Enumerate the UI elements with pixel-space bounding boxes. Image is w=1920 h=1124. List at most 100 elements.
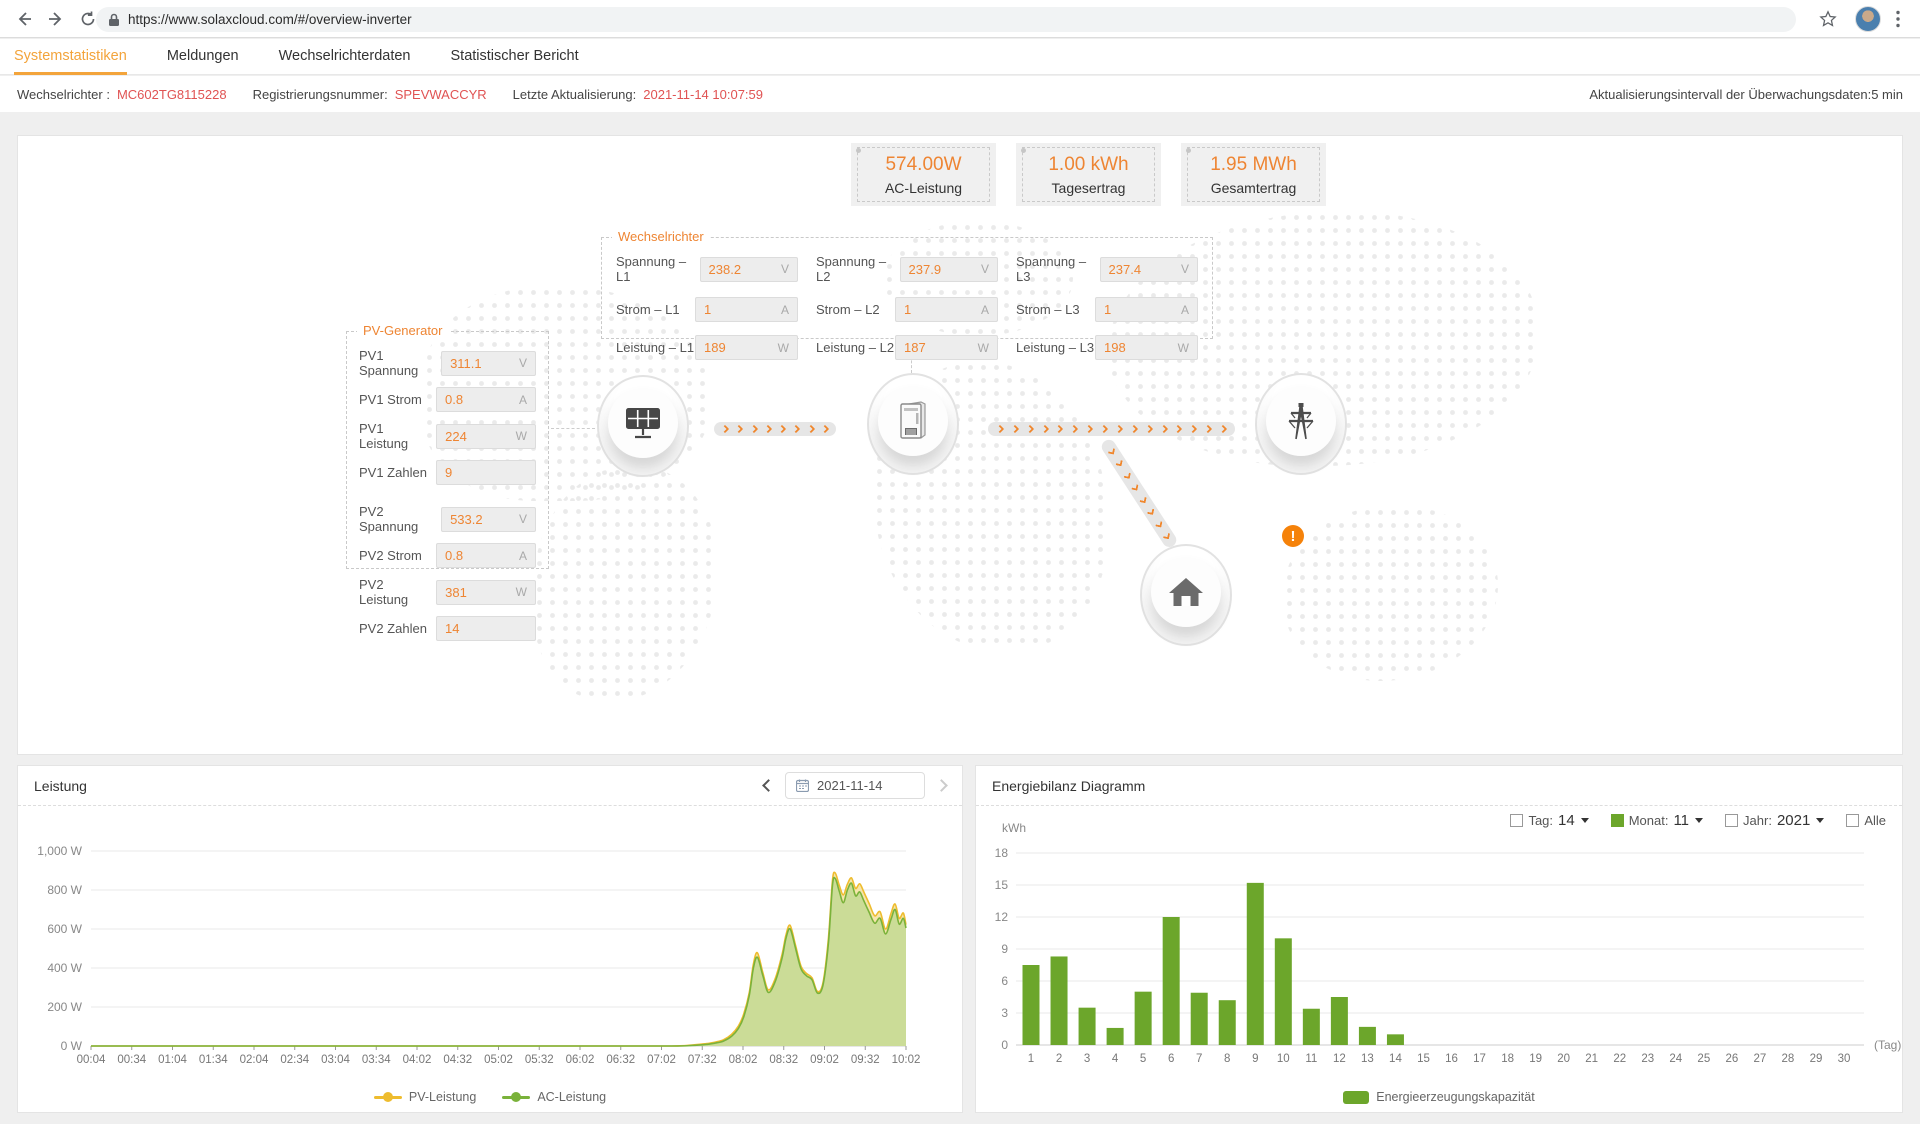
x-axis-tick: 18 (1501, 1053, 1514, 1065)
browser-toolbar: https://www.solaxcloud.com/#/overview-in… (0, 0, 1920, 38)
field-value: 14 (445, 621, 460, 636)
x-axis-tick: 02:04 (240, 1054, 269, 1066)
x-axis-tick: 4 (1112, 1053, 1119, 1065)
info-label: Letzte Aktualisierung: (512, 86, 637, 102)
alert-badge[interactable]: ! (1282, 525, 1304, 547)
x-axis-label: (Tag) (1874, 1038, 1901, 1052)
y-axis-tick: 0 W (61, 1039, 83, 1053)
x-axis-tick: 2 (1056, 1053, 1062, 1065)
bookmark-star-icon[interactable] (1816, 7, 1840, 31)
bar-day-9 (1246, 882, 1264, 1045)
energy-flow-pipe-to-house (1099, 437, 1179, 550)
filter-tag[interactable]: Tag: 14 (1510, 812, 1589, 829)
y-axis-tick: 9 (1001, 942, 1008, 956)
system-overview-panel: 574.00W AC-Leistung 1.00 kWh Tagesertrag 1.9… (17, 135, 1903, 755)
field-value: 9 (445, 465, 453, 480)
info-value: SPEVWACCYR (394, 86, 487, 102)
tab-statistischer-bericht[interactable]: Statistischer Bericht (451, 39, 579, 75)
field-label: Spannung – L2 (816, 254, 887, 284)
field-unit: V (780, 262, 789, 276)
flow-arrow-icon (1114, 424, 1124, 434)
reading-field: Leistung – L3 198 W (1016, 335, 1198, 360)
next-day-icon[interactable] (935, 779, 948, 792)
browser-back-icon[interactable] (12, 7, 36, 31)
y-axis-unit: kWh (1002, 821, 1026, 835)
checkbox-icon[interactable] (1846, 814, 1860, 827)
legend-item-energieerzeugungskapazitaet[interactable]: Energieerzeugungskapazität (1343, 1090, 1535, 1104)
filter-monat[interactable]: Monat: 11 (1610, 812, 1704, 829)
tab-label: Systemstatistiken (14, 48, 127, 64)
date-picker[interactable]: 2021-11-14 (785, 772, 925, 799)
x-axis-tick: 19 (1529, 1053, 1542, 1065)
filter-value: 11 (1673, 812, 1690, 829)
field-unit: A (980, 302, 989, 317)
x-axis-tick: 27 (1753, 1053, 1766, 1065)
legend-item-pv-leistung[interactable]: PV-Leistung (373, 1090, 476, 1104)
flow-arrow-icon (1129, 424, 1138, 434)
reading-field: Spannung – L1 238.2 V (616, 254, 798, 284)
reading-field: PV1 Spannung 311.1 V (359, 348, 536, 378)
stat-label: Tagesertrag (1051, 179, 1126, 196)
flow-arrow-icon (1159, 424, 1168, 434)
flow-arrow-icon (1139, 495, 1147, 504)
flow-arrow-icon (763, 424, 773, 434)
field-value: 1 (704, 302, 712, 317)
avatar[interactable] (1855, 6, 1881, 32)
x-axis-tick: 09:02 (810, 1054, 839, 1066)
field-unit: W (515, 585, 527, 599)
tab-label: Wechselrichterdaten (278, 48, 411, 64)
field-unit: W (515, 429, 527, 443)
info-item: Registrierungsnummer: SPEVWACCYR (253, 87, 487, 102)
x-axis-tick: 06:32 (606, 1054, 635, 1066)
y-axis-tick: 6 (1001, 974, 1008, 988)
dropdown-caret-icon (1580, 818, 1589, 823)
field-unit: V (518, 512, 527, 526)
bar-day-4 (1106, 1027, 1124, 1045)
flow-arrow-icon (1203, 424, 1213, 434)
field-value-box: 224 W (436, 423, 536, 449)
x-axis-tick: 01:34 (199, 1054, 228, 1066)
x-axis-tick: 08:02 (729, 1054, 758, 1066)
previous-day-icon[interactable] (762, 779, 775, 792)
field-label: Leistung – L1 (616, 340, 695, 355)
field-value: 198 (1104, 340, 1126, 355)
field-label: Strom – L2 (816, 302, 880, 317)
flow-arrow-icon (1163, 532, 1171, 540)
field-unit: A (518, 392, 527, 407)
x-axis-tick: 08:32 (769, 1054, 798, 1066)
field-value: 0.8 (445, 392, 464, 407)
filter-jahr[interactable]: Jahr: 2021 (1725, 812, 1825, 829)
x-axis-tick: 02:34 (280, 1054, 309, 1066)
tab-meldungen[interactable]: Meldungen (167, 39, 239, 75)
field-label: PV2 Zahlen (359, 621, 427, 636)
browser-menu-icon[interactable] (1886, 7, 1910, 31)
reading-field: Leistung – L1 189 W (616, 335, 798, 360)
x-axis-tick: 9 (1252, 1053, 1258, 1065)
legend-item-ac-leistung[interactable]: AC-Leistung (502, 1090, 606, 1104)
checkbox-icon[interactable] (1510, 814, 1524, 827)
checkbox-icon[interactable] (1725, 814, 1739, 827)
flow-arrow-icon (995, 424, 1005, 434)
field-label: Strom – L1 (616, 302, 680, 317)
field-value: 1 (904, 302, 912, 317)
url-bar[interactable]: https://www.solaxcloud.com/#/overview-in… (96, 7, 1796, 32)
bar-day-2 (1050, 956, 1068, 1045)
y-axis-tick: 400 W (47, 961, 82, 975)
x-axis-tick: 26 (1725, 1053, 1738, 1065)
browser-reload-icon[interactable] (76, 7, 100, 31)
x-axis-tick: 01:04 (158, 1054, 187, 1066)
house-node (1140, 544, 1232, 646)
x-axis-tick: 09:32 (851, 1054, 880, 1066)
filter-alle[interactable]: Alle (1846, 813, 1886, 828)
field-label: PV1 Leistung (359, 421, 409, 451)
flow-arrow-icon (792, 424, 801, 434)
power-area-chart: 1,000 W 800 W 600 W 400 W 200 W 0 W00:04 00:34… (37, 844, 920, 1066)
main-tabs: Systemstatistiken Meldungen Wechselrichter… (0, 39, 1920, 75)
tab-systemstatistiken[interactable]: Systemstatistiken (14, 39, 127, 75)
browser-forward-icon[interactable] (44, 7, 68, 31)
tab-wechselrichterdaten[interactable]: Wechselrichterdaten (279, 39, 411, 75)
reading-field: PV2 Spannung 533.2 V (359, 504, 536, 534)
checkbox-icon[interactable] (1610, 814, 1624, 827)
flow-arrow-icon (1123, 471, 1131, 479)
